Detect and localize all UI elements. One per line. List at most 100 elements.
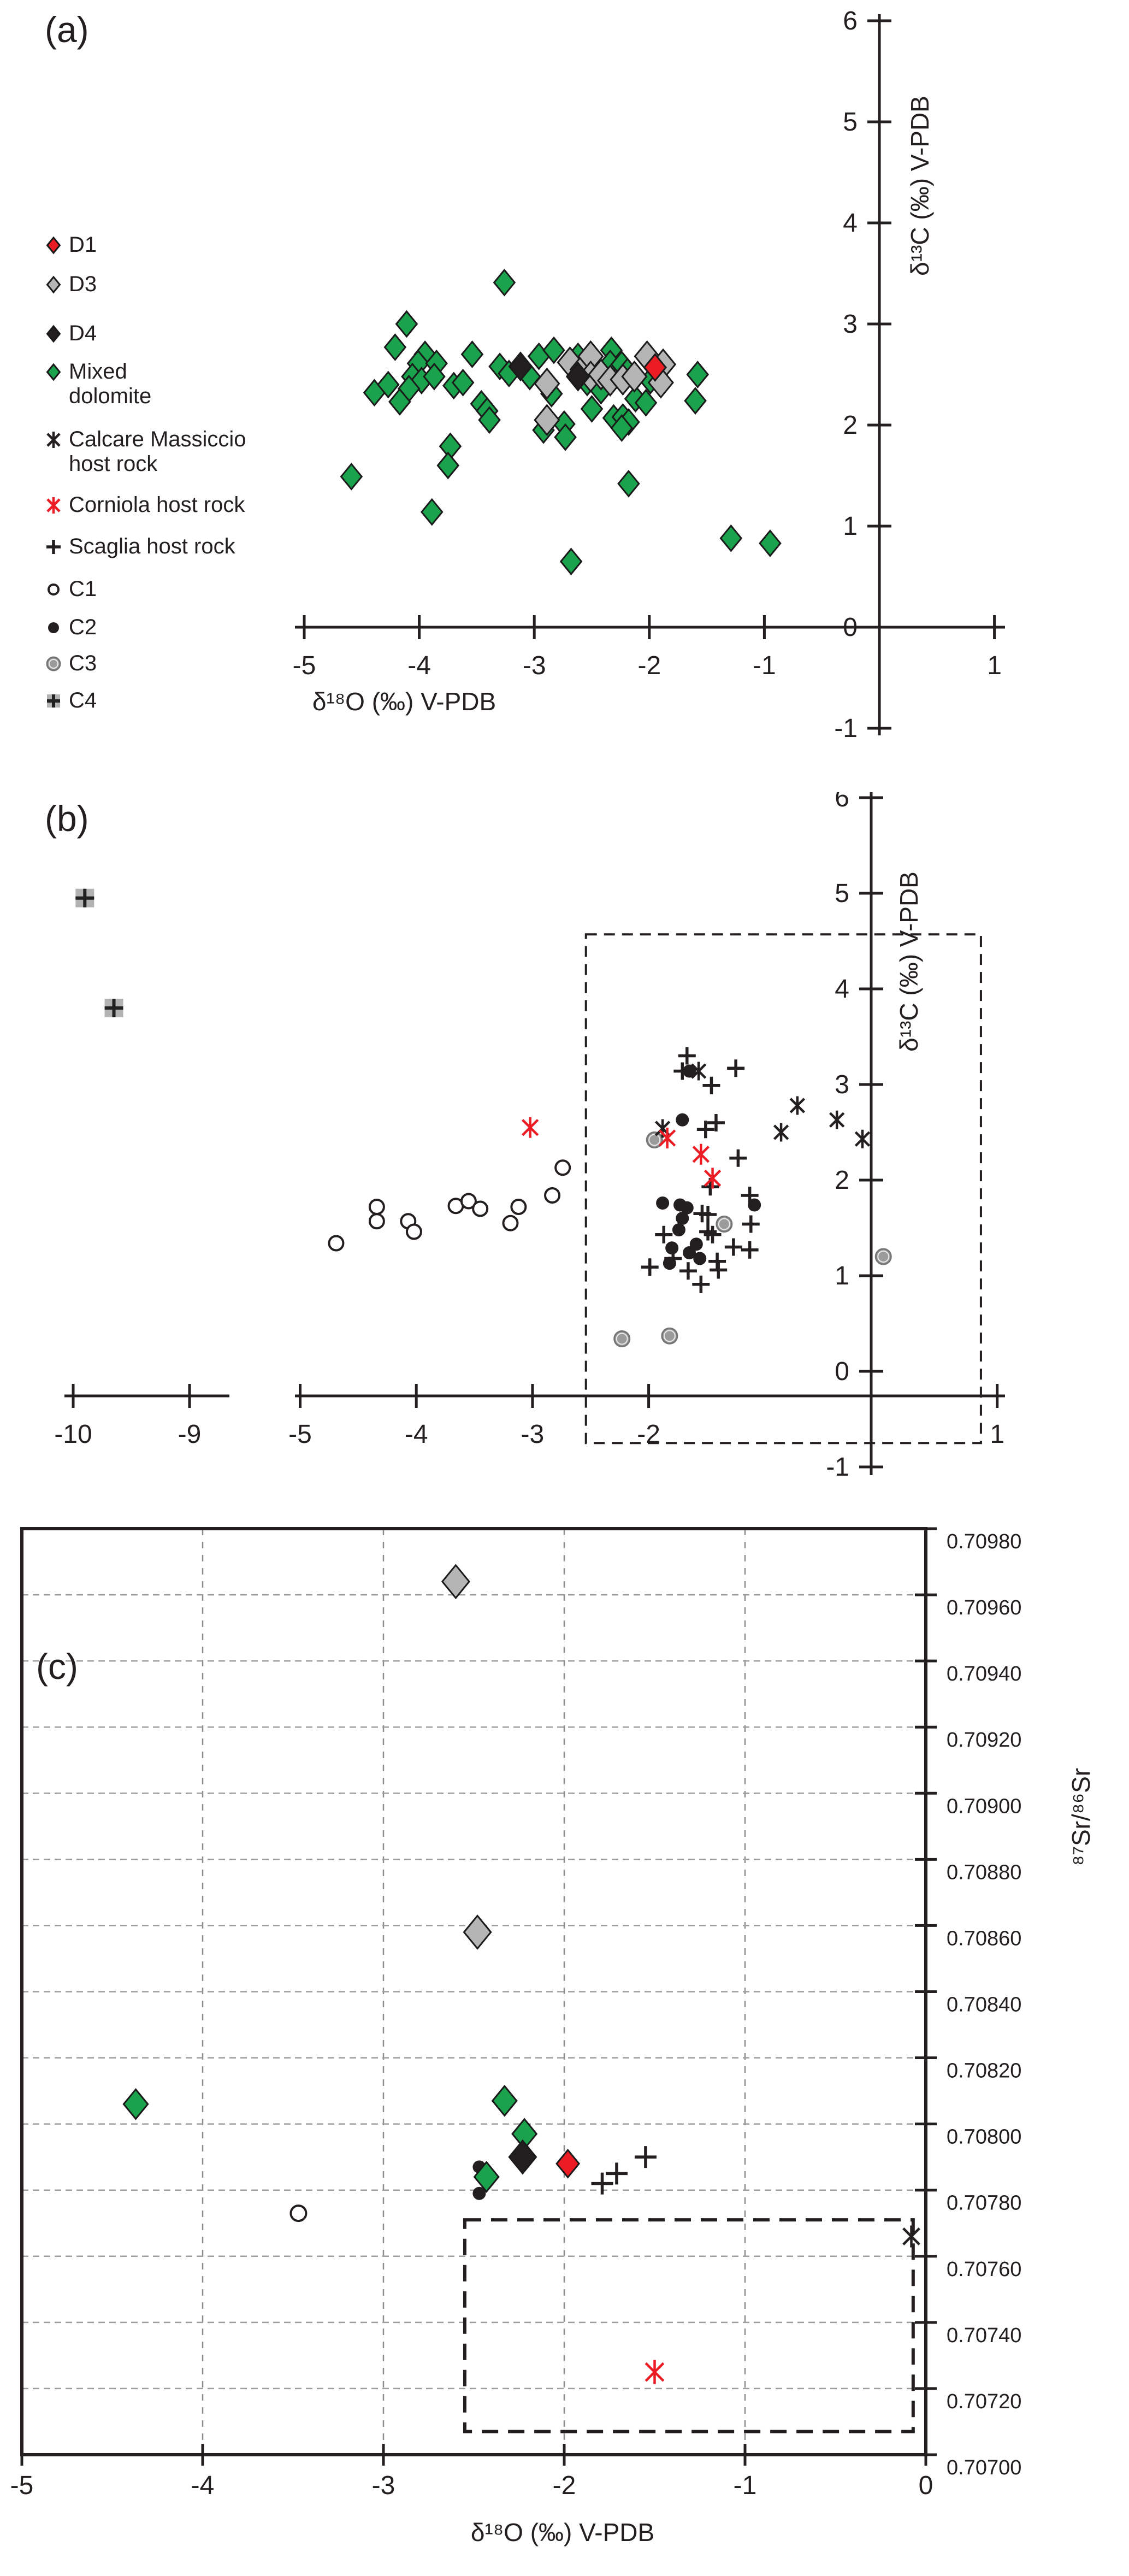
panel-b-y-axis-label: δ¹³C (‰) V-PDB <box>895 871 923 1052</box>
legend-item-d1: D1 <box>34 232 97 258</box>
c1-marker-icon <box>48 583 60 596</box>
c2-point <box>676 1113 689 1127</box>
scaglia-host-rock-point <box>692 1275 710 1293</box>
tick-label: 0 <box>835 1357 849 1386</box>
c2-point <box>680 1201 694 1215</box>
legend-label-d3: D3 <box>69 272 97 296</box>
legend-label-c3: C3 <box>69 651 97 675</box>
tick-label: 0.70800 <box>947 2126 1021 2149</box>
panel-a-letter: (a) <box>45 9 89 50</box>
c3-marker-icon <box>46 656 61 671</box>
c1-point <box>289 2204 308 2223</box>
tick-label: 0.70780 <box>947 2192 1021 2215</box>
tick-label: -4 <box>191 2471 215 2500</box>
panel-c-dashed-box <box>463 2218 915 2433</box>
c4-point <box>75 888 94 907</box>
tick-label: -10 <box>54 1420 92 1449</box>
scaglia-host-rock-point <box>699 1206 717 1223</box>
scaglia-host-rock-point <box>673 1062 691 1080</box>
scaglia-host-rock-point <box>742 1215 760 1233</box>
panel-a-plot: -5 -4 -3 -2 -1 1 6 5 4 3 2 1 0 -1 δ¹⁸O (‰) V-PDB δ¹³C (… <box>293 7 1005 743</box>
mixed-dolomite-point <box>478 406 501 434</box>
scaglia-host-rock-point <box>634 2146 657 2168</box>
corniola-host-rock-point <box>645 2360 665 2384</box>
mixed-dolomite-point <box>684 387 707 415</box>
corniola-host-rock-point <box>704 1168 722 1189</box>
tick-label: -9 <box>178 1420 202 1449</box>
mixed-dolomite-point <box>617 469 640 498</box>
scaglia-host-rock-point <box>664 1249 682 1268</box>
calcare-massiccio-host-rock-point <box>902 2225 920 2248</box>
d3-point <box>621 360 648 393</box>
tick-label: -5 <box>293 651 316 680</box>
c2-point <box>665 1241 679 1255</box>
scaglia-host-rock-point <box>741 1241 759 1259</box>
panel-c-x-axis-label: δ¹⁸O (‰) V-PDB <box>471 2518 654 2546</box>
tick-label: -4 <box>407 651 431 680</box>
scaglia-host-rock-point <box>702 1076 720 1094</box>
tick-label: 6 <box>843 7 858 36</box>
tick-label: 0 <box>919 2471 933 2500</box>
d1-marker-icon <box>46 236 61 255</box>
corniola-marker-icon <box>46 497 61 514</box>
corniola-legend-marker <box>46 497 61 514</box>
tick-label: -3 <box>521 1420 545 1449</box>
scaglia-host-rock-point <box>655 1225 673 1243</box>
tick-label: 3 <box>835 1070 849 1099</box>
mixed-dolomite-legend-marker <box>46 363 61 381</box>
legend-item-d3: D3 <box>34 271 97 297</box>
corniola-host-rock-point <box>521 1117 539 1138</box>
c2-legend-marker <box>48 622 59 633</box>
mixed-dolomite-point <box>554 423 577 451</box>
tick-label: 0.70740 <box>947 2324 1021 2347</box>
c2-point <box>656 1196 670 1210</box>
tick-label: 0.70960 <box>947 1596 1021 1619</box>
legend-label-mixed-dolomite: Mixed dolomite <box>69 359 152 408</box>
tick-label: -3 <box>523 651 546 680</box>
tick-label: 6 <box>835 792 849 812</box>
c3-point <box>646 1131 663 1148</box>
tick-label: -1 <box>826 1453 849 1482</box>
panel-a-x-axis-label: δ¹⁸O (‰) V-PDB <box>312 687 496 716</box>
c2-point <box>693 1252 707 1265</box>
mixed-dolomite-point <box>559 547 583 576</box>
c3-point <box>874 1248 892 1265</box>
tick-label: 0.70940 <box>947 1663 1021 1685</box>
legend-label-scaglia: Scaglia host rock <box>69 534 235 558</box>
legend-label-c2: C2 <box>69 615 97 639</box>
mixed-dolomite-point <box>436 451 460 480</box>
legend-item-mixed-dolomite: Mixed dolomite <box>34 358 151 409</box>
tick-label: -5 <box>10 2471 34 2500</box>
d1-point <box>555 2148 581 2179</box>
scaglia-host-rock-point <box>591 2172 613 2195</box>
tick-label: 5 <box>835 879 849 908</box>
legend-label-c4: C4 <box>69 688 97 712</box>
calcare-massiccio-host-rock-point <box>773 1123 789 1142</box>
mixed-dolomite-point <box>122 2088 149 2120</box>
tick-label: 0.70720 <box>947 2390 1021 2413</box>
tick-label: 0.70980 <box>947 1530 1021 1553</box>
calcare-massiccio-marker-icon <box>46 432 61 448</box>
c2-marker-icon <box>48 622 59 633</box>
legend-item-calcare-massiccio: Calcare Massiccio host rock <box>34 426 246 476</box>
mixed-dolomite-point <box>719 524 743 552</box>
scaglia-host-rock-point <box>707 1114 725 1131</box>
d3-point <box>534 404 560 437</box>
mixed-dolomite-point <box>395 310 418 338</box>
tick-label: 0.70860 <box>947 1927 1021 1950</box>
legend-item-c3: C3 <box>34 650 97 676</box>
scaglia-host-rock-point <box>741 1187 759 1204</box>
tick-label: -3 <box>372 2471 395 2500</box>
panel-c-y-axis-label: ⁸⁷Sr/⁸⁶Sr <box>1067 1768 1095 1866</box>
scaglia-host-rock-point <box>727 1059 745 1077</box>
legend-label-d4: D4 <box>69 321 97 345</box>
d4-point <box>508 2139 537 2175</box>
corniola-host-rock-point <box>658 1128 676 1148</box>
tick-label: -5 <box>288 1420 312 1449</box>
c3-point <box>716 1216 733 1233</box>
mixed-dolomite-point <box>686 361 710 388</box>
d3-legend-marker <box>46 275 61 294</box>
legend-item-corniola: Corniola host rock <box>34 492 245 518</box>
calcare-massiccio-host-rock-point <box>854 1129 871 1148</box>
tick-label: 0.70900 <box>947 1795 1021 1818</box>
